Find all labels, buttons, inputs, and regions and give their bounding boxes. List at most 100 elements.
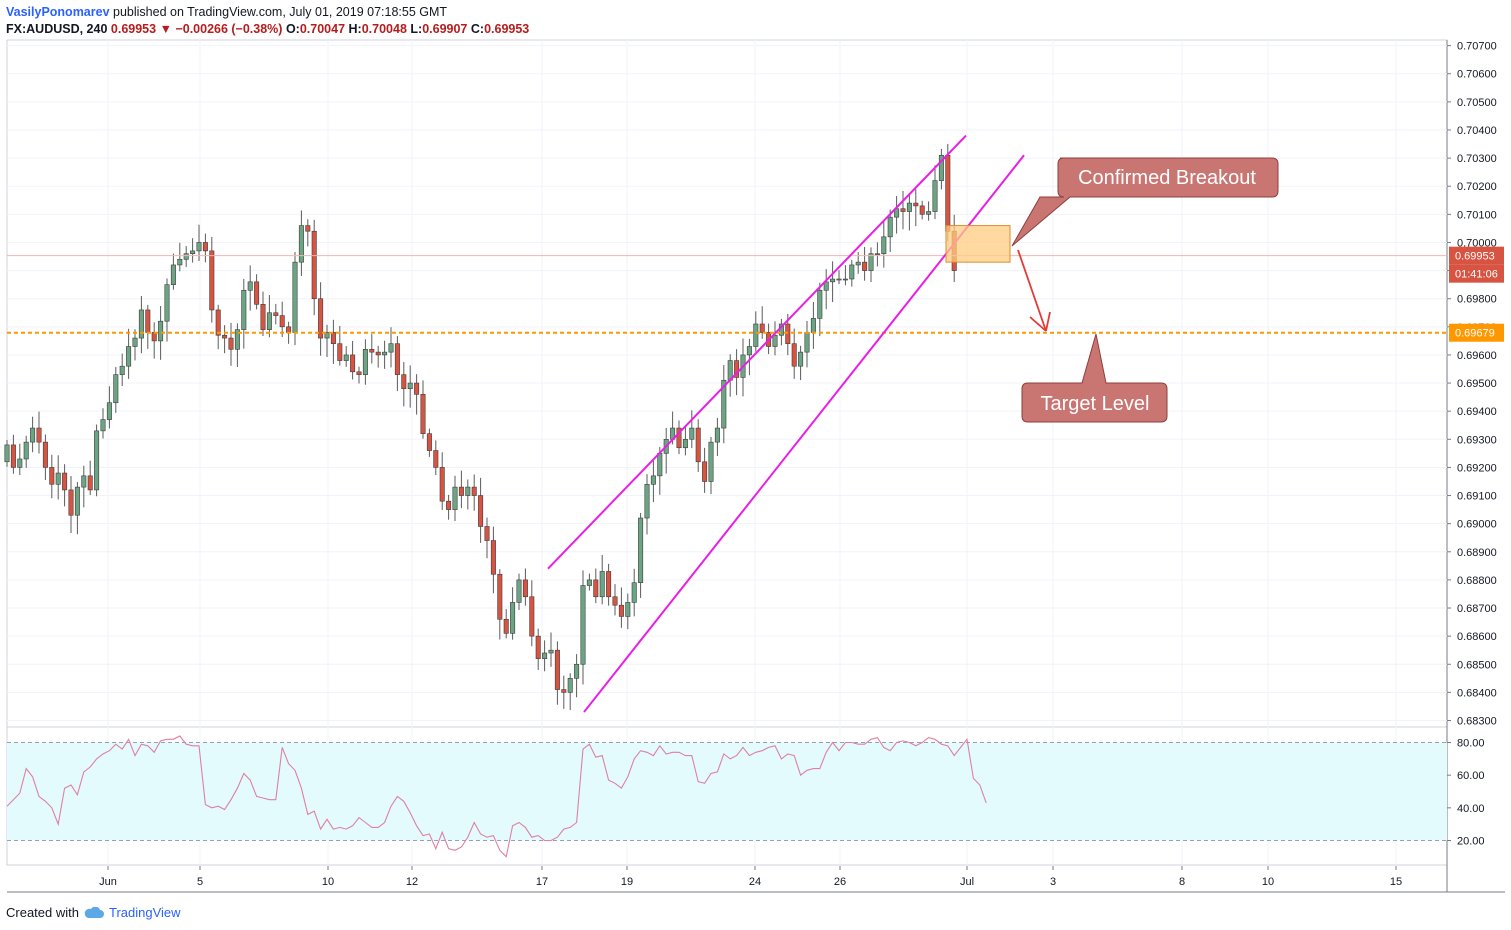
tradingview-link[interactable]: TradingView — [108, 905, 181, 920]
author-link[interactable]: VasilyPonomarev — [6, 5, 110, 19]
rsi-tick-label: 80.00 — [1457, 738, 1485, 750]
candles — [4, 143, 1447, 711]
y-tick-label: 0.70700 — [1457, 41, 1497, 53]
drawings[interactable]: Confirmed Breakout Target Level — [7, 134, 1447, 713]
target-price-badge — [1449, 323, 1504, 342]
candle-down — [900, 208, 906, 212]
x-tick-label: 19 — [621, 876, 633, 888]
last-price: 0.69953 — [110, 22, 157, 36]
candle-up — [753, 323, 759, 347]
current-price-label: 0.69953 — [1455, 251, 1495, 263]
candle-up — [682, 438, 688, 449]
candle-down — [209, 250, 215, 311]
rsi-tick-label: 60.00 — [1457, 770, 1485, 782]
candle-down — [375, 351, 381, 356]
candle-down — [554, 649, 560, 690]
candle-up — [4, 444, 10, 463]
rsi-tick-label: 20.00 — [1457, 836, 1485, 848]
candle-down — [350, 354, 356, 373]
candle-up — [292, 261, 298, 333]
candle-down — [49, 467, 55, 485]
candle-down — [497, 573, 503, 620]
candle-down — [785, 323, 791, 344]
candle-down — [337, 343, 343, 361]
candle-down — [273, 312, 279, 316]
y-tick-label: 0.68500 — [1457, 659, 1497, 671]
candle-down — [676, 427, 682, 449]
candle-up — [55, 472, 61, 485]
y-tick-label: 0.70000 — [1457, 237, 1497, 249]
y-tick-label: 0.68600 — [1457, 631, 1497, 643]
candle-down — [862, 261, 868, 271]
candle-down — [702, 461, 708, 482]
candle-up — [510, 602, 516, 634]
rsi-tick-label: 40.00 — [1457, 803, 1485, 815]
candle-up — [586, 579, 592, 586]
candle-up — [23, 441, 29, 460]
axes: 0.70700 0.70600 0.70500 0.70400 0.70300 0.702… — [99, 41, 1504, 888]
candle-down — [87, 475, 93, 491]
rsi-band-fill — [7, 742, 1447, 841]
rsi-pane — [6, 735, 1447, 858]
y-tick-label: 0.69600 — [1457, 350, 1497, 362]
candle-up — [324, 332, 330, 339]
target-price-label: 0.69679 — [1455, 328, 1495, 340]
candle-down — [222, 334, 228, 339]
target-arrow-head — [1029, 311, 1051, 332]
candle-up — [599, 571, 605, 598]
candle-up — [548, 649, 554, 654]
candle-up — [810, 318, 816, 333]
candle-up — [689, 427, 695, 440]
candle-down — [369, 349, 375, 353]
candle-down — [394, 343, 400, 375]
candle-down — [305, 225, 311, 232]
candle-up — [874, 253, 880, 256]
candle-up — [714, 427, 720, 443]
candle-down — [42, 441, 48, 468]
y-tick-label: 0.68700 — [1457, 603, 1497, 615]
candle-up — [657, 453, 663, 477]
candle-down — [606, 571, 612, 598]
y-tick-label: 0.69300 — [1457, 434, 1497, 446]
y-tick-label: 0.69500 — [1457, 378, 1497, 390]
x-tick-label: 26 — [834, 876, 846, 888]
candle-up — [721, 379, 727, 429]
candle-up — [631, 582, 637, 603]
candle-up — [266, 312, 272, 330]
candle-up — [81, 475, 87, 488]
candle-up — [708, 441, 714, 482]
price-change: −0.00266 (−0.38%) — [175, 22, 283, 36]
candle-down — [503, 618, 509, 634]
open-label: O: — [285, 22, 300, 36]
candle-down — [695, 427, 701, 463]
candle-down — [215, 309, 221, 336]
rsi-line — [6, 735, 987, 858]
y-tick-label: 0.70300 — [1457, 153, 1497, 165]
candle-down — [593, 579, 599, 598]
candle-down — [254, 281, 260, 305]
candle-up — [798, 351, 804, 367]
y-tick-label: 0.70200 — [1457, 181, 1497, 193]
callout-confirmed-breakout — [1011, 157, 1279, 247]
y-tick-label: 0.68800 — [1457, 575, 1497, 587]
candle-up — [407, 382, 413, 389]
candle-up — [164, 284, 170, 322]
candle-down — [356, 371, 362, 375]
candle-down — [490, 540, 496, 575]
candle-up — [452, 486, 458, 510]
symbol-label[interactable]: FX:AUDUSD, 240 — [6, 22, 108, 36]
callout-confirmed-breakout-text: Confirmed Breakout — [1078, 167, 1256, 189]
x-tick-label: 12 — [406, 876, 418, 888]
candle-up — [746, 346, 752, 356]
candle-down — [734, 360, 740, 378]
current-price-badge — [1449, 246, 1504, 265]
candle-up — [388, 343, 394, 353]
y-tick-label: 0.69400 — [1457, 406, 1497, 418]
y-tick-label: 0.68300 — [1457, 716, 1497, 728]
candle-down — [561, 689, 567, 693]
candle-down — [311, 230, 317, 300]
candle-up — [158, 320, 164, 342]
candle-down — [420, 394, 426, 434]
candle-up — [30, 427, 36, 443]
